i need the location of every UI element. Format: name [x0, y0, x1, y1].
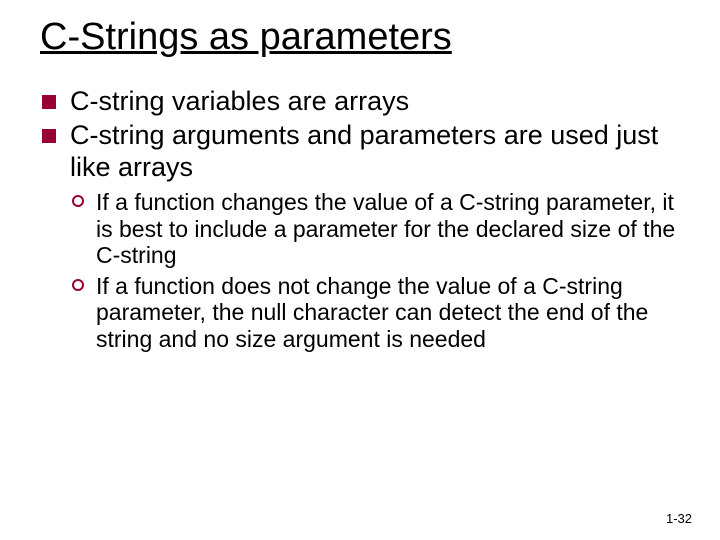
- bullet-text: C-string variables are arrays: [70, 86, 409, 116]
- bullet-text: If a function does not change the value …: [96, 273, 648, 352]
- slide: C-Strings as parameters C-string variabl…: [0, 0, 720, 540]
- bullet-text: If a function changes the value of a C-s…: [96, 189, 675, 268]
- slide-title: C-Strings as parameters: [40, 18, 680, 58]
- bullet-text: C-string arguments and parameters are us…: [70, 120, 658, 182]
- bullet-list-level1: C-string variables are arrays C-string a…: [40, 86, 680, 352]
- list-item: If a function changes the value of a C-s…: [70, 189, 680, 268]
- list-item: C-string arguments and parameters are us…: [40, 120, 680, 352]
- list-item: C-string variables are arrays: [40, 86, 680, 118]
- list-item: If a function does not change the value …: [70, 273, 680, 352]
- page-number: 1-32: [666, 511, 692, 526]
- bullet-list-level2: If a function changes the value of a C-s…: [70, 189, 680, 352]
